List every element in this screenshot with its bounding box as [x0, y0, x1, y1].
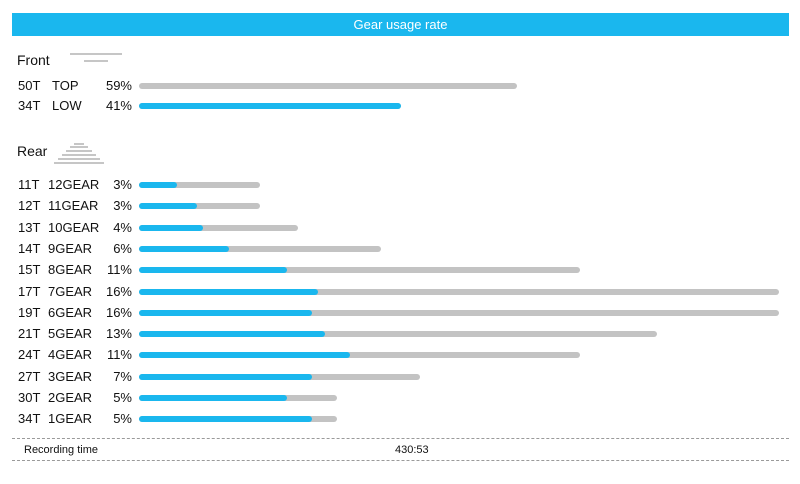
gear-percentage: 6% — [113, 240, 132, 256]
usage-bar-fill — [139, 245, 229, 252]
rear-row: 19T 6GEAR 16% — [0, 303, 800, 324]
rear-row: 13T 10GEAR 4% — [0, 218, 800, 239]
usage-bar-fill — [139, 103, 401, 109]
recording-time-value: 430:53 — [395, 444, 429, 456]
rear-row: 15T 8GEAR 11% — [0, 260, 800, 281]
usage-bar-track — [139, 203, 260, 210]
gear-percentage: 16% — [105, 304, 132, 320]
usage-bar-track — [139, 224, 298, 231]
gear-name: 12GEAR — [48, 177, 100, 192]
usage-bar-track — [139, 245, 381, 252]
recording-time-label: Recording time — [24, 444, 98, 456]
rear-row: 11T 12GEAR 3% — [0, 175, 800, 196]
usage-bar-fill — [139, 373, 312, 380]
gear-percentage: 41% — [105, 98, 132, 113]
usage-bar-fill — [139, 182, 177, 188]
usage-bar-track — [139, 331, 657, 338]
gear-percentage: 4% — [113, 219, 132, 235]
gear-percentage: 11% — [106, 262, 132, 278]
gear-name: LOW — [52, 98, 82, 113]
front-row: 34T LOW 41% — [0, 96, 800, 117]
page-title: Gear usage rate — [353, 17, 448, 32]
gear-teeth: 30T — [18, 390, 41, 405]
usage-bar-track — [139, 395, 337, 401]
gear-name: 4GEAR — [48, 347, 93, 363]
gear-teeth: 34T — [18, 411, 41, 427]
gear-teeth: 24T — [18, 347, 41, 363]
gear-teeth: 27T — [18, 368, 41, 384]
gear-percentage: 7% — [113, 368, 132, 384]
gear-teeth: 14T — [18, 240, 41, 256]
gear-name: 9GEAR — [48, 240, 93, 256]
usage-bar-fill — [139, 416, 312, 423]
usage-bar-track — [139, 83, 517, 89]
usage-bar-fill — [139, 267, 287, 274]
gear-teeth: 34T — [18, 98, 41, 113]
gear-name: 3GEAR — [48, 368, 93, 384]
usage-bar-fill — [139, 395, 287, 401]
gear-teeth: 50T — [18, 78, 41, 93]
usage-bar-track — [139, 352, 580, 359]
rear-row: 34T 1GEAR 5% — [0, 409, 800, 430]
footer-divider-bottom — [12, 460, 789, 461]
front-row: 50T TOP 59% — [0, 76, 800, 97]
rear-row: 24T 4GEAR 11% — [0, 345, 800, 366]
gear-name: TOP — [52, 78, 79, 93]
gear-percentage: 13% — [105, 326, 132, 342]
usage-bar-fill — [139, 309, 312, 316]
gear-percentage: 5% — [113, 411, 132, 427]
gear-name: 1GEAR — [48, 411, 93, 427]
gear-percentage: 3% — [113, 198, 132, 214]
rear-row: 12T 11GEAR 3% — [0, 196, 800, 217]
gear-percentage: 11% — [106, 347, 132, 363]
rear-row: 21T 5GEAR 13% — [0, 324, 800, 345]
gear-name: 5GEAR — [48, 326, 93, 342]
footer-divider-top — [12, 438, 789, 439]
usage-bar-fill — [139, 331, 325, 338]
gear-teeth: 17T — [18, 283, 41, 299]
front-section-label: Front — [17, 52, 50, 68]
usage-bar-fill — [139, 224, 203, 231]
gear-teeth: 13T — [18, 219, 41, 235]
usage-bar-track — [139, 182, 260, 188]
usage-bar-fill — [139, 288, 318, 295]
gear-percentage: 16% — [105, 283, 132, 299]
rear-section-label: Rear — [17, 143, 48, 159]
gear-name: 7GEAR — [48, 283, 93, 299]
rear-row: 14T 9GEAR 6% — [0, 239, 800, 260]
gear-teeth: 15T — [18, 262, 41, 278]
gear-name: 6GEAR — [48, 304, 93, 320]
gear-teeth: 11T — [18, 177, 40, 192]
gear-percentage: 5% — [113, 390, 132, 405]
usage-bar-track — [139, 416, 337, 423]
gear-name: 2GEAR — [48, 390, 93, 405]
rear-row: 27T 3GEAR 7% — [0, 367, 800, 388]
gear-name: 8GEAR — [48, 262, 93, 278]
gear-percentage: 3% — [113, 177, 132, 192]
usage-bar-fill — [139, 352, 350, 359]
gear-percentage: 59% — [105, 78, 132, 93]
gear-teeth: 12T — [18, 198, 41, 214]
usage-bar-track — [139, 103, 401, 109]
gear-name: 11GEAR — [48, 198, 99, 214]
usage-bar-track — [139, 373, 420, 380]
rear-row: 17T 7GEAR 16% — [0, 282, 800, 303]
rear-row: 30T 2GEAR 5% — [0, 388, 800, 409]
usage-bar-fill — [139, 203, 197, 210]
usage-bar-track — [139, 309, 779, 316]
usage-bar-track — [139, 288, 779, 295]
usage-bar-track — [139, 267, 580, 274]
gear-name: 10GEAR — [48, 219, 100, 235]
title-bar: Gear usage rate — [12, 13, 789, 36]
gear-teeth: 21T — [18, 326, 41, 342]
gear-teeth: 19T — [18, 304, 41, 320]
